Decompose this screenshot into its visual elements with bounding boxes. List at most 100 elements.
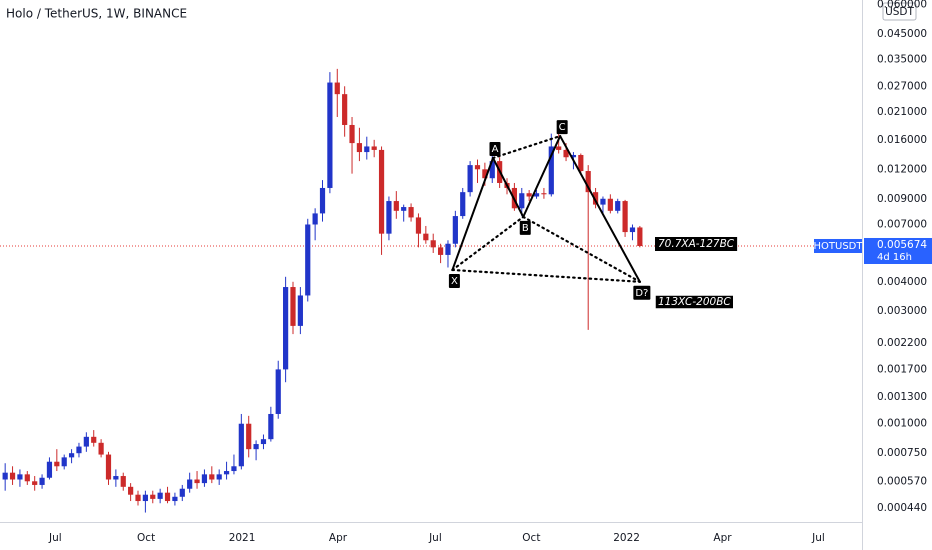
candle-body xyxy=(622,201,627,232)
y-tick-label: 0.001000 xyxy=(877,418,927,430)
y-tick-label: 0.004000 xyxy=(877,276,927,288)
annotation-text: 70.7XA-127BC xyxy=(658,238,735,250)
candle-body xyxy=(121,476,126,487)
candle-body xyxy=(187,480,192,489)
candle-body xyxy=(224,471,229,474)
pattern-point: X xyxy=(449,274,460,288)
candle-body xyxy=(253,444,258,449)
candle-body xyxy=(84,437,89,447)
candle-body xyxy=(209,474,214,479)
x-tick-label: Oct xyxy=(522,532,540,544)
y-tick-label: 0.000570 xyxy=(877,475,927,487)
pattern-point: C xyxy=(557,120,568,134)
candle-body xyxy=(113,476,118,479)
candle-body xyxy=(460,192,465,216)
candle-body xyxy=(246,424,251,449)
candle-body xyxy=(69,453,74,457)
candle-body xyxy=(47,462,52,478)
candle-body xyxy=(180,489,185,497)
candle-body xyxy=(99,443,104,455)
candle-body xyxy=(54,462,59,467)
candle-body xyxy=(3,473,8,480)
candle-body xyxy=(600,199,605,205)
y-tick-label: 0.003000 xyxy=(877,305,927,317)
candle-body xyxy=(91,437,96,443)
candle-body xyxy=(39,478,44,485)
candle-body xyxy=(172,497,177,501)
candle-body xyxy=(408,207,413,217)
candle-body xyxy=(349,125,354,143)
candle-body xyxy=(239,424,244,467)
y-tick-label: 0.000440 xyxy=(877,502,927,514)
candle-body xyxy=(372,146,377,149)
symbol-tag-text: HOTUSDT xyxy=(814,241,864,252)
pattern-point-label: D? xyxy=(635,288,648,299)
candle-body xyxy=(453,216,458,244)
y-tick-label: 0.007000 xyxy=(877,218,927,230)
candle-body xyxy=(320,188,325,213)
x-tick-label: Jul xyxy=(811,532,825,544)
candle-body xyxy=(135,495,140,501)
candle-body xyxy=(298,295,303,325)
pattern-point: A xyxy=(489,142,500,156)
candle-body xyxy=(364,146,369,152)
candle-body xyxy=(158,493,163,499)
candle-body xyxy=(10,473,15,480)
candle-body xyxy=(637,227,642,246)
y-tick-label: 0.001700 xyxy=(877,363,927,375)
candle-body xyxy=(379,150,384,234)
x-tick-label: Oct xyxy=(137,532,155,544)
candle-body xyxy=(231,466,236,471)
pattern-point-label: B xyxy=(522,223,529,234)
candle-body xyxy=(630,227,635,232)
candle-body xyxy=(276,369,281,414)
candle-body xyxy=(261,439,266,444)
candle-body xyxy=(76,447,81,454)
candle-body xyxy=(217,474,222,479)
candle-body xyxy=(342,94,347,125)
candle-body xyxy=(17,474,22,479)
candle-body xyxy=(556,146,561,149)
annotation-text: 113XC-200BC xyxy=(658,296,731,308)
y-tick-label: 0.027000 xyxy=(877,80,927,92)
pattern-point: B xyxy=(520,221,531,235)
candle-body xyxy=(394,201,399,211)
candle-body xyxy=(615,201,620,211)
pattern-point-label: A xyxy=(492,144,499,155)
pattern-point: D? xyxy=(633,286,650,300)
candle-body xyxy=(106,455,111,480)
candle-body xyxy=(335,83,340,95)
x-tick-label: Jul xyxy=(428,532,442,544)
candle-body xyxy=(283,287,288,369)
x-tick-label: 2021 xyxy=(229,532,256,544)
candle-body xyxy=(438,247,443,255)
candle-body xyxy=(608,199,613,211)
candle-body xyxy=(305,224,310,295)
candle-body xyxy=(327,83,332,188)
y-tick-label: 0.016000 xyxy=(877,134,927,146)
candle-body xyxy=(519,193,524,208)
candle-body xyxy=(32,481,37,485)
y-tick-label: 0.035000 xyxy=(877,54,927,66)
x-tick-label: 2022 xyxy=(613,532,640,544)
x-tick-label: Apr xyxy=(713,532,732,544)
candle-body xyxy=(423,234,428,241)
candle-body xyxy=(357,143,362,152)
pattern-point-label: C xyxy=(559,122,566,133)
candle-body xyxy=(445,244,450,255)
candle-body xyxy=(25,474,30,481)
candle-body xyxy=(431,240,436,247)
candle-body xyxy=(386,201,391,234)
y-tick-label: 0.000750 xyxy=(877,447,927,459)
x-tick-label: Jul xyxy=(48,532,62,544)
candle-body xyxy=(541,193,546,194)
candle-body xyxy=(313,213,318,224)
price-tag-value: 0.005674 xyxy=(877,239,927,251)
candle-body xyxy=(468,165,473,192)
y-tick-label: 0.012000 xyxy=(877,163,927,175)
y-tick-label: 0.001300 xyxy=(877,391,927,403)
candle-body xyxy=(194,480,199,484)
candle-body xyxy=(202,474,207,483)
candle-body xyxy=(401,207,406,211)
